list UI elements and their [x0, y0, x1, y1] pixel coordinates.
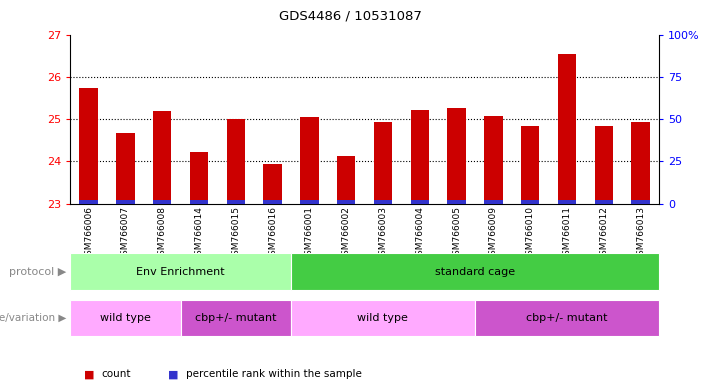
Text: ■: ■: [168, 369, 179, 379]
Bar: [447, 200, 465, 204]
Bar: [632, 200, 650, 204]
Bar: [70, 300, 181, 336]
Bar: [116, 132, 135, 204]
Bar: [79, 88, 97, 204]
Bar: [291, 253, 659, 290]
Bar: [153, 200, 171, 204]
Bar: [484, 200, 503, 204]
Text: genotype/variation ▶: genotype/variation ▶: [0, 313, 67, 323]
Bar: [374, 122, 392, 204]
Bar: [558, 53, 576, 204]
Text: Env Enrichment: Env Enrichment: [136, 266, 225, 277]
Bar: [594, 200, 613, 204]
Text: cbp+/- mutant: cbp+/- mutant: [195, 313, 276, 323]
Bar: [475, 300, 659, 336]
Text: count: count: [102, 369, 131, 379]
Bar: [594, 126, 613, 204]
Bar: [521, 126, 539, 204]
Bar: [79, 200, 97, 204]
Bar: [181, 300, 291, 336]
Bar: [264, 164, 282, 204]
Bar: [291, 300, 475, 336]
Bar: [300, 117, 318, 204]
Text: cbp+/- mutant: cbp+/- mutant: [526, 313, 608, 323]
Bar: [70, 253, 291, 290]
Text: ■: ■: [84, 369, 95, 379]
Text: GDS4486 / 10531087: GDS4486 / 10531087: [279, 10, 422, 23]
Bar: [447, 108, 465, 204]
Text: standard cage: standard cage: [435, 266, 515, 277]
Bar: [264, 200, 282, 204]
Bar: [226, 200, 245, 204]
Bar: [411, 110, 429, 204]
Bar: [300, 200, 318, 204]
Bar: [632, 122, 650, 204]
Bar: [411, 200, 429, 204]
Text: wild type: wild type: [358, 313, 409, 323]
Bar: [116, 200, 135, 204]
Bar: [337, 200, 355, 204]
Bar: [153, 111, 171, 204]
Bar: [374, 200, 392, 204]
Text: wild type: wild type: [100, 313, 151, 323]
Bar: [521, 200, 539, 204]
Bar: [190, 200, 208, 204]
Bar: [226, 119, 245, 204]
Bar: [190, 152, 208, 204]
Bar: [337, 156, 355, 204]
Text: percentile rank within the sample: percentile rank within the sample: [186, 369, 362, 379]
Bar: [484, 116, 503, 204]
Bar: [558, 200, 576, 204]
Text: protocol ▶: protocol ▶: [9, 266, 67, 277]
